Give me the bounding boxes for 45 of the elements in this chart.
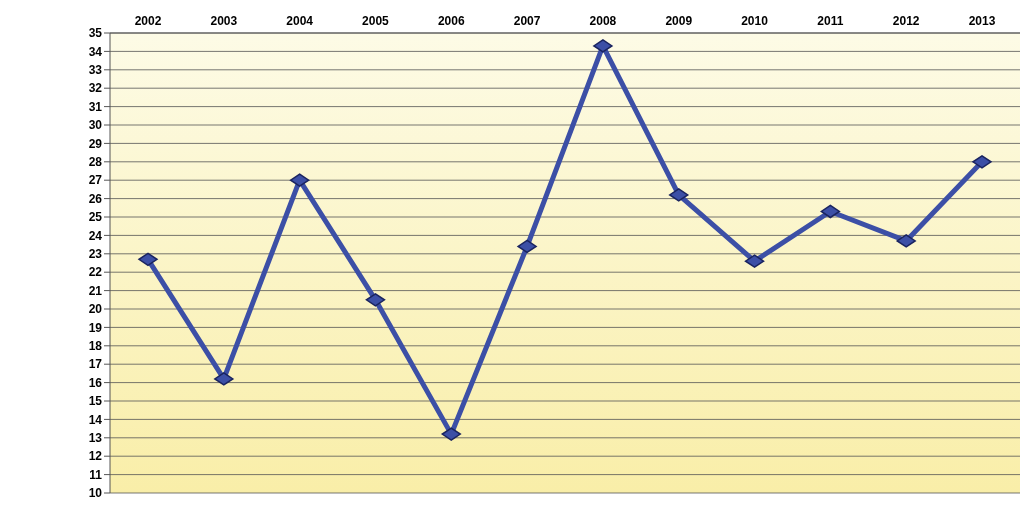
- x-tick-label: 2007: [513, 14, 541, 28]
- y-tick-label: 14: [88, 412, 103, 427]
- y-tick-label: 34: [88, 44, 103, 59]
- x-tick-label: 2008: [589, 14, 617, 28]
- y-tick-label: 31: [88, 99, 103, 114]
- y-tick-label: 19: [88, 320, 103, 335]
- point: [820, 204, 841, 219]
- x-tick-label: 2012: [892, 14, 920, 28]
- y-tick-label: 13: [88, 431, 103, 446]
- x-tick-label: 2004: [286, 14, 314, 28]
- y-tick-label: 29: [88, 136, 103, 151]
- x-tick-label: 2006: [437, 14, 465, 28]
- y-tick-label: 28: [88, 155, 103, 170]
- y-tick-label: 22: [88, 265, 103, 280]
- y-tick-label: 15: [88, 394, 103, 409]
- point: [593, 39, 613, 53]
- x-tick-label: 2010: [741, 14, 769, 28]
- y-tick-label: 24: [88, 228, 103, 243]
- point: [517, 239, 537, 254]
- y-tick-label: 17: [88, 357, 103, 372]
- y-tick-label: 32: [88, 81, 103, 96]
- y-tick-label: 16: [88, 375, 103, 390]
- y-tick-label: 30: [88, 118, 103, 133]
- y-tick-label: 27: [88, 173, 103, 188]
- y-tick-label: 23: [88, 247, 103, 262]
- y-tick-label: 33: [88, 63, 103, 78]
- y-tick-label: 12: [88, 449, 103, 464]
- y-tick-label: 20: [88, 302, 103, 317]
- y-tick-label: 11: [89, 467, 103, 482]
- x-tick-label: 2009: [665, 14, 693, 28]
- x-tick-label: 2005: [362, 14, 390, 28]
- y-tick-label: 25: [88, 210, 103, 225]
- point: [214, 372, 234, 386]
- y-tick-label: 18: [88, 339, 103, 354]
- x-tick-label: 2011: [817, 14, 844, 28]
- point: [896, 234, 916, 248]
- y-tick-label: 21: [88, 283, 103, 298]
- y-tick-label: 35: [88, 26, 103, 41]
- x-tick-label: 2003: [210, 14, 238, 28]
- x-tick-label: 2013: [968, 14, 996, 28]
- y-tick-label: 10: [88, 486, 103, 501]
- x-tick-label: 2002: [134, 14, 162, 28]
- point: [972, 155, 992, 169]
- point: [138, 252, 158, 267]
- y-tick-label: 26: [88, 191, 103, 206]
